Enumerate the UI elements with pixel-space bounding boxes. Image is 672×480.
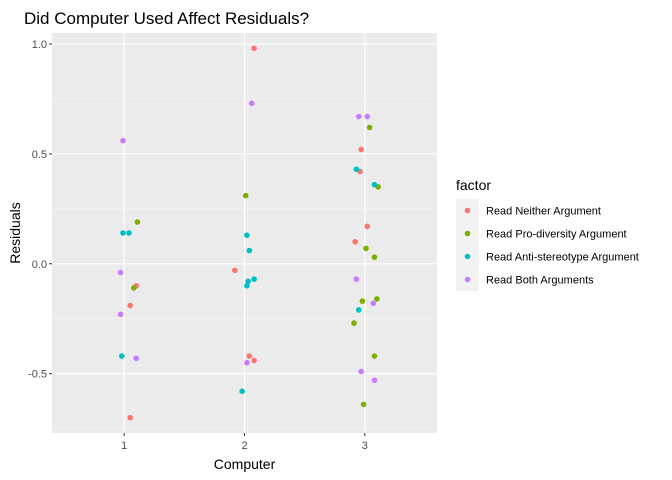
data-point bbox=[127, 414, 134, 421]
x-tick-label: 3 bbox=[362, 440, 368, 452]
legend-key-dot bbox=[464, 230, 471, 237]
legend-label: Read Both Arguments bbox=[486, 275, 594, 287]
data-point bbox=[127, 302, 134, 309]
data-point bbox=[117, 269, 124, 276]
data-point bbox=[245, 278, 251, 285]
data-point bbox=[370, 300, 377, 307]
x-tick-label: 2 bbox=[241, 440, 247, 452]
legend-label: Read Pro-diversity Argument bbox=[486, 229, 627, 241]
data-point bbox=[131, 285, 137, 291]
data-point bbox=[371, 181, 378, 188]
data-point bbox=[358, 368, 365, 375]
data-point bbox=[244, 282, 250, 289]
legend: factor Read Neither Argument Read Pro-div… bbox=[456, 177, 639, 291]
legend-key-dot bbox=[464, 207, 471, 214]
chart-title: Did Computer Used Affect Residuals? bbox=[24, 9, 309, 28]
data-point bbox=[239, 388, 245, 395]
legend-title: factor bbox=[456, 177, 491, 193]
y-tick-label: 0.5 bbox=[32, 149, 47, 161]
data-point bbox=[360, 401, 367, 408]
data-point bbox=[246, 353, 253, 359]
data-point bbox=[251, 45, 257, 52]
data-point bbox=[117, 311, 124, 318]
y-axis-title: Residuals bbox=[7, 202, 23, 263]
data-point bbox=[118, 353, 125, 359]
data-point bbox=[251, 276, 257, 282]
data-point bbox=[353, 166, 360, 173]
data-point bbox=[358, 146, 365, 153]
x-axis-title: Computer bbox=[214, 456, 276, 472]
data-point bbox=[352, 238, 358, 245]
data-point bbox=[248, 100, 255, 107]
data-point bbox=[374, 296, 380, 302]
y-tick-label: -0.5 bbox=[28, 369, 47, 381]
y-tick-label: 1.0 bbox=[32, 39, 47, 51]
data-point bbox=[126, 230, 132, 236]
data-point bbox=[353, 276, 360, 282]
data-point bbox=[355, 307, 362, 313]
data-point bbox=[246, 247, 253, 254]
axis-ticks: -0.5 0.0 0.5 1.0 1 2 3 bbox=[28, 39, 368, 452]
legend-label: Read Anti-stereotype Argument bbox=[486, 252, 639, 264]
data-point bbox=[232, 267, 238, 274]
data-point bbox=[371, 377, 378, 384]
y-tick-label: 0.0 bbox=[32, 259, 47, 271]
data-point bbox=[364, 113, 371, 120]
x-tick-label: 1 bbox=[121, 440, 127, 452]
data-point bbox=[242, 192, 249, 199]
data-point bbox=[371, 353, 378, 359]
data-point bbox=[244, 359, 250, 366]
legend-key-dot bbox=[464, 253, 471, 260]
data-point bbox=[371, 254, 378, 260]
data-point bbox=[359, 298, 366, 304]
legend-key-dot bbox=[464, 276, 471, 283]
data-point bbox=[244, 232, 250, 238]
data-point bbox=[134, 219, 141, 225]
data-point bbox=[366, 124, 373, 131]
data-point bbox=[251, 357, 257, 364]
data-point bbox=[133, 355, 140, 362]
data-point bbox=[363, 245, 369, 252]
data-points bbox=[117, 45, 381, 421]
data-point bbox=[364, 223, 371, 230]
data-point bbox=[355, 113, 362, 120]
legend-label: Read Neither Argument bbox=[486, 206, 601, 218]
data-point bbox=[120, 137, 126, 144]
gridlines bbox=[52, 33, 437, 433]
data-point bbox=[351, 320, 357, 326]
data-point bbox=[120, 230, 126, 236]
legend-items: Read Neither Argument Read Pro-diversity … bbox=[456, 199, 639, 291]
